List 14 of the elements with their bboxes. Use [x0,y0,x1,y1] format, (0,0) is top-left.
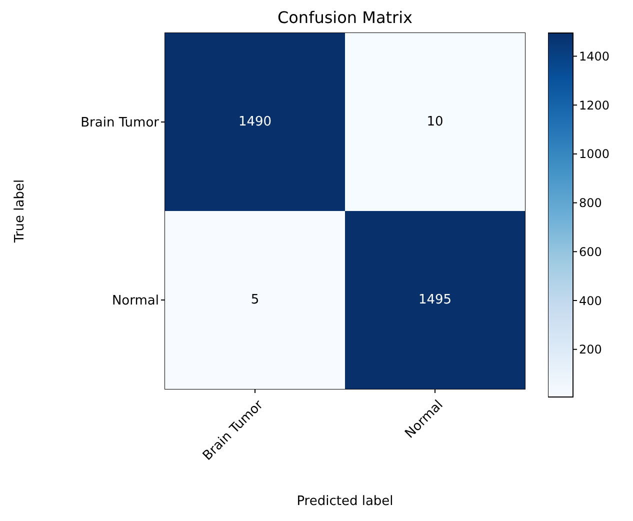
color-bar-label: 600 [579,244,602,259]
color-bar-label: 1200 [579,98,610,112]
data-label: 1490 [238,114,272,130]
color-bar-label: 800 [579,196,602,210]
color-bar-label: 1400 [579,49,610,64]
chart-title: Confusion Matrix [276,8,414,27]
x-axis-title: Predicted label [296,494,394,509]
color-bar-label: 400 [579,294,602,308]
color-bar-label: 200 [579,342,602,357]
color-bar-label: 1000 [579,147,610,162]
data-label: 1495 [418,292,452,308]
y-axis-title: True label [12,179,28,244]
data-label: 10 [426,114,444,130]
data-label: 5 [250,292,260,308]
